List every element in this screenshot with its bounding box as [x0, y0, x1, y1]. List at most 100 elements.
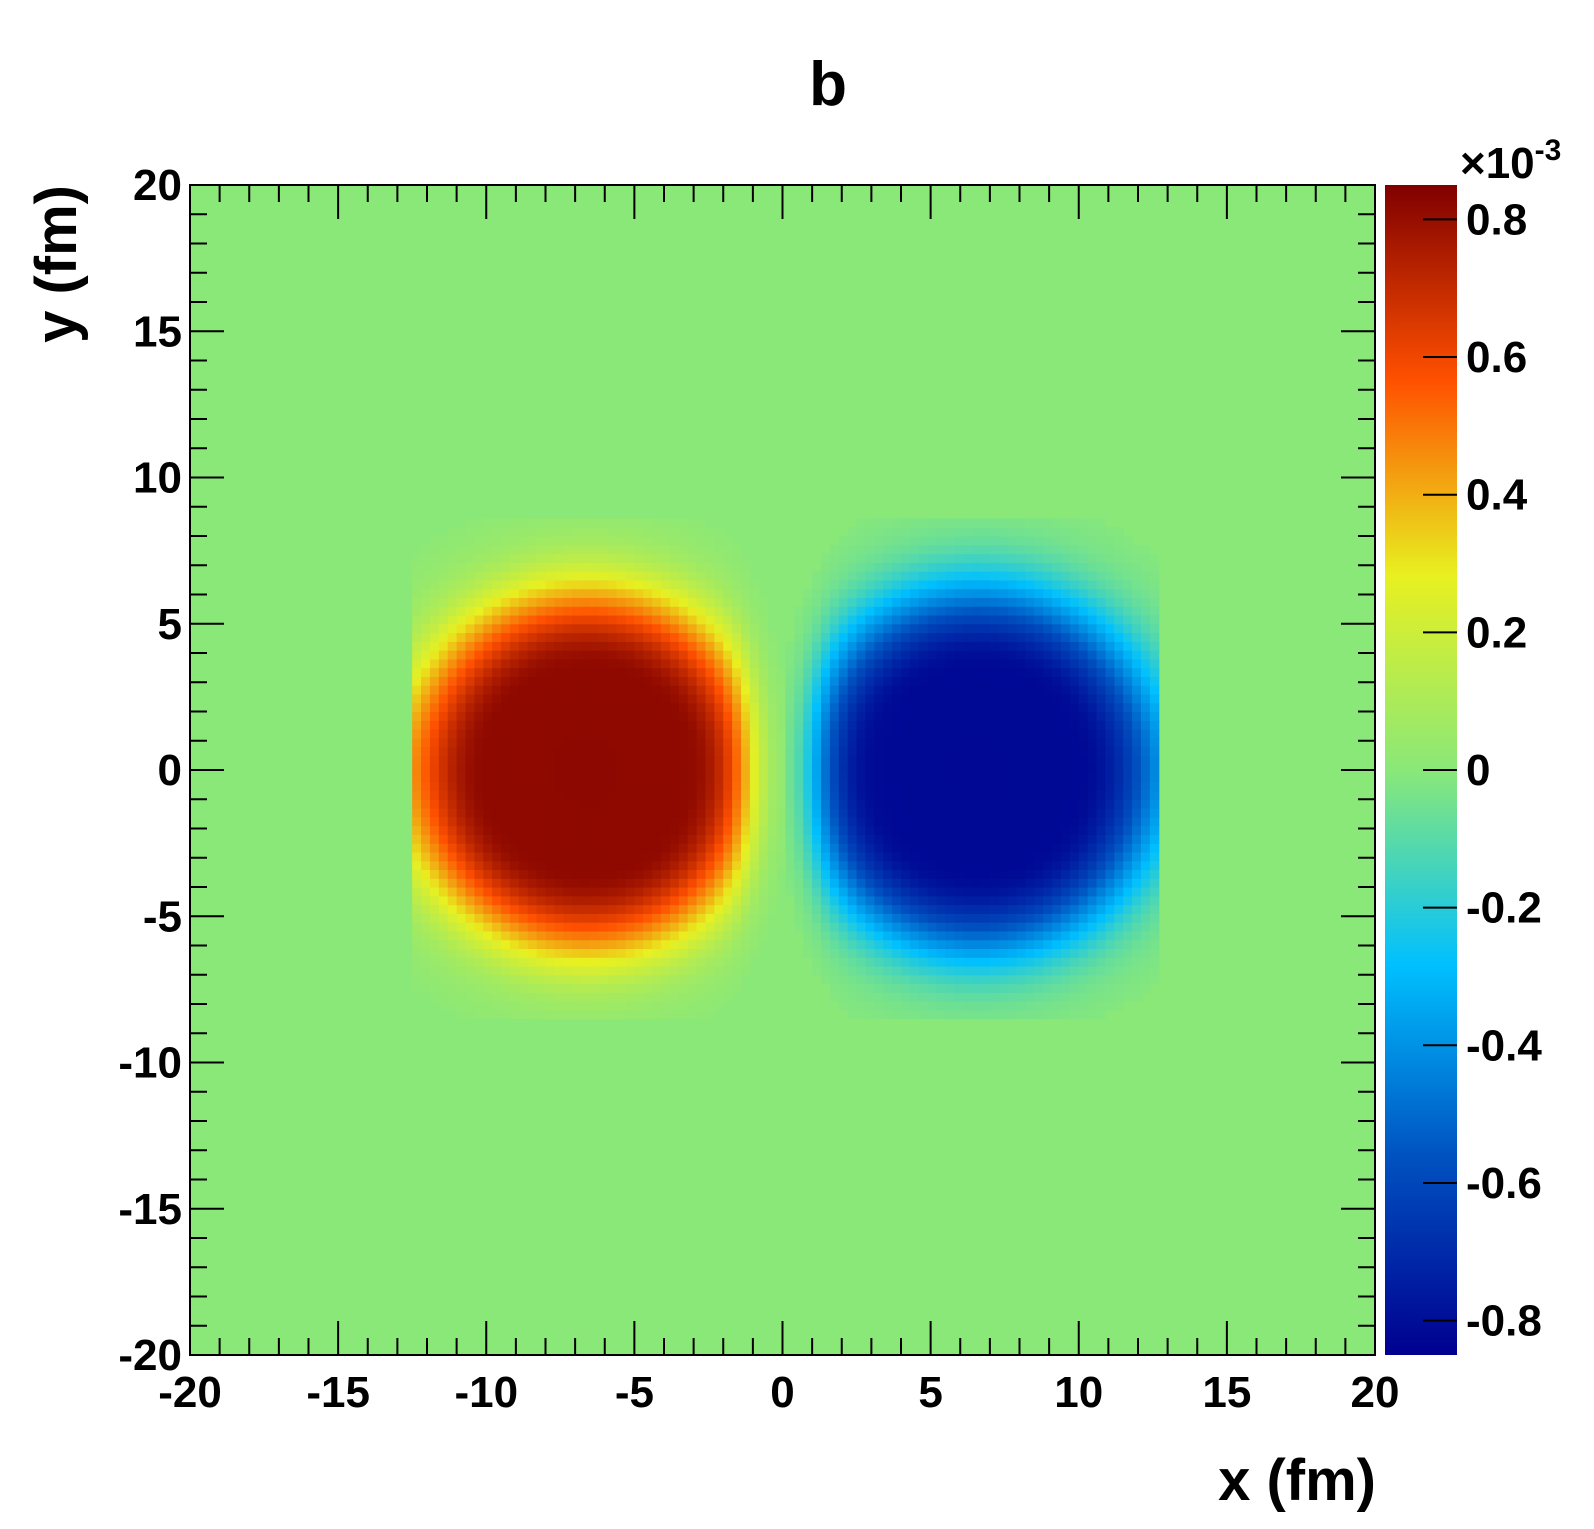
heatmap-cell: [741, 869, 751, 879]
heatmap-cell: [474, 825, 484, 835]
heatmap-cell: [1034, 983, 1044, 993]
heatmap-cell: [447, 562, 458, 572]
heatmap-cell: [678, 632, 689, 642]
heatmap-cell: [821, 790, 831, 800]
heatmap-cell: [572, 571, 582, 581]
heatmap-cell: [1149, 948, 1160, 958]
heatmap-cell: [474, 746, 484, 756]
heatmap-cell: [696, 808, 707, 818]
heatmap-cell: [749, 641, 760, 651]
heatmap-cell: [696, 641, 707, 651]
heatmap-cell: [838, 799, 849, 809]
heatmap-cell: [972, 834, 982, 844]
heatmap-cell: [554, 571, 564, 581]
heatmap-cell: [412, 562, 422, 572]
heatmap-cell: [821, 693, 831, 704]
heatmap-cell: [536, 702, 547, 713]
heatmap-cell: [1016, 579, 1027, 590]
heatmap-cell: [1096, 729, 1107, 739]
heatmap-cell: [785, 808, 795, 818]
heatmap-cell: [1140, 930, 1151, 941]
heatmap-cell: [723, 693, 733, 704]
heatmap-cell: [518, 1009, 529, 1020]
heatmap-cell: [527, 957, 538, 967]
heatmap-cell: [954, 553, 964, 563]
heatmap-cell: [1043, 904, 1053, 914]
heatmap-cell: [1016, 746, 1027, 756]
heatmap-cell: [438, 729, 449, 739]
heatmap-cell: [714, 571, 724, 581]
heatmap-cell: [803, 614, 813, 625]
heatmap-cell: [767, 658, 778, 669]
heatmap-cell: [1007, 860, 1018, 871]
heatmap-cell: [989, 816, 1000, 827]
heatmap-cell: [1096, 720, 1107, 730]
heatmap-cell: [838, 579, 849, 590]
heatmap-cell: [554, 737, 564, 748]
heatmap-cell: [1016, 676, 1027, 686]
heatmap-cell: [527, 816, 538, 827]
heatmap-cell: [1105, 939, 1115, 950]
heatmap-cell: [554, 764, 564, 774]
heatmap-cell: [1087, 895, 1098, 906]
heatmap-cell: [856, 650, 867, 660]
heatmap-cell: [474, 667, 484, 677]
heatmap-cell: [847, 772, 858, 783]
heatmap-cell: [901, 965, 911, 976]
heatmap-cell: [1025, 650, 1035, 660]
heatmap-cell: [963, 553, 973, 563]
heatmap-cell: [1114, 737, 1124, 748]
heatmap-cell: [1052, 957, 1062, 967]
heatmap-cell: [865, 755, 875, 765]
heatmap-cell: [1052, 650, 1062, 660]
heatmap-cell: [687, 834, 698, 844]
heatmap-cell: [536, 685, 547, 695]
heatmap-cell: [545, 571, 555, 581]
heatmap-cell: [1096, 571, 1107, 581]
heatmap-cell: [429, 711, 440, 721]
heatmap-cell: [785, 825, 795, 835]
heatmap-cell: [492, 650, 502, 660]
heatmap-cell: [607, 755, 618, 765]
heatmap-cell: [705, 571, 715, 581]
heatmap-cell: [518, 781, 529, 792]
heatmap-cell: [572, 711, 582, 721]
heatmap-cell: [856, 606, 867, 616]
heatmap-cell: [687, 930, 698, 941]
heatmap-cell: [1132, 799, 1142, 809]
heatmap-cell: [421, 658, 431, 669]
heatmap-cell: [572, 650, 582, 660]
heatmap-cell: [892, 527, 902, 537]
heatmap-cell: [945, 632, 955, 642]
heatmap-cell: [1052, 851, 1062, 862]
heatmap-cell: [687, 948, 698, 958]
heatmap-cell: [901, 922, 911, 932]
heatmap-cell: [883, 816, 893, 827]
heatmap-cell: [625, 553, 635, 563]
heatmap-cell: [865, 965, 875, 976]
heatmap-cell: [803, 632, 813, 642]
heatmap-cell: [732, 544, 742, 555]
heatmap-cell: [563, 729, 573, 739]
heatmap-cell: [741, 614, 751, 625]
heatmap-cell: [1149, 553, 1160, 563]
heatmap-cell: [501, 711, 511, 721]
heatmap-cell: [643, 606, 653, 616]
heatmap-cell: [563, 1001, 573, 1011]
heatmap-cell: [1132, 869, 1142, 879]
heatmap-cell: [865, 939, 875, 950]
heatmap-cell: [829, 930, 840, 941]
heatmap-cell: [536, 957, 547, 967]
heatmap-cell: [598, 544, 609, 555]
heatmap-cell: [421, 790, 431, 800]
heatmap-cell: [856, 571, 867, 581]
heatmap-cell: [856, 632, 867, 642]
heatmap-cell: [980, 1001, 991, 1011]
heatmap-cell: [456, 834, 467, 844]
heatmap-cell: [1043, 957, 1053, 967]
heatmap-cell: [963, 632, 973, 642]
heatmap-cell: [794, 676, 804, 686]
heatmap-cell: [509, 544, 520, 555]
heatmap-cell: [509, 887, 520, 897]
heatmap-cell: [438, 957, 449, 967]
